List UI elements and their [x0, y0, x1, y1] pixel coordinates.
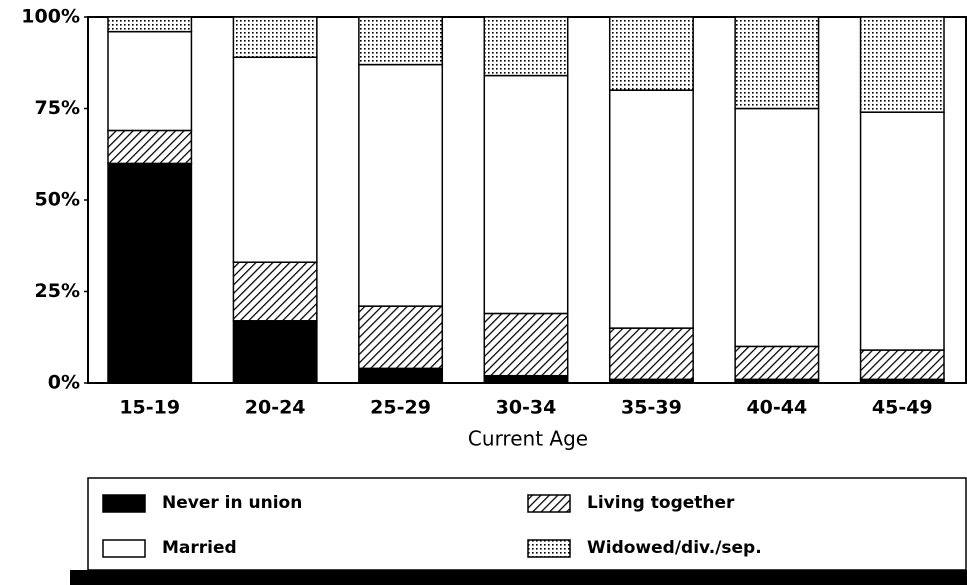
- bar-segment: [358, 367, 444, 384]
- x-tick-label: 40-44: [746, 397, 807, 419]
- bar-segment: [734, 107, 820, 348]
- legend-swatch: [527, 539, 571, 558]
- bar-segment: [232, 320, 318, 384]
- bar-segment: [232, 56, 318, 263]
- bar-segment: [483, 74, 569, 315]
- bar-segment: [608, 89, 694, 329]
- legend-swatch: [102, 494, 146, 513]
- x-tick-label: 20-24: [245, 397, 306, 419]
- legend-label: Living together: [587, 493, 735, 513]
- bar-segment: [734, 16, 820, 110]
- bar-segment: [358, 63, 444, 307]
- bar-segment: [734, 345, 820, 381]
- legend-box: [87, 477, 967, 571]
- x-tick-label: 30-34: [496, 397, 557, 419]
- y-tick-label: 25%: [35, 280, 80, 302]
- legend-swatch: [527, 494, 571, 513]
- bar-segment: [859, 111, 945, 351]
- bar-segment: [232, 261, 318, 322]
- bar-segment: [608, 16, 694, 91]
- legend-swatch: [102, 539, 146, 558]
- legend-label: Married: [162, 538, 237, 558]
- bar-segment: [107, 16, 193, 33]
- y-tick-label: 75%: [35, 97, 80, 119]
- bar-segment: [358, 305, 444, 370]
- bar-segment: [483, 16, 569, 77]
- legend-label: Widowed/div./sep.: [587, 538, 762, 558]
- x-tick-label: 15-19: [119, 397, 180, 419]
- legend-shadow: [70, 570, 967, 585]
- bar-segment: [107, 30, 193, 132]
- x-axis-title: Current Age: [468, 427, 588, 451]
- bar-segment: [608, 327, 694, 381]
- x-tick-label: 25-29: [370, 397, 431, 419]
- bar-segment: [107, 162, 193, 384]
- x-tick-label: 45-49: [872, 397, 933, 419]
- bar-segment: [859, 16, 945, 113]
- bar-segment: [483, 312, 569, 377]
- bar-segment: [483, 374, 569, 384]
- x-tick-label: 35-39: [621, 397, 682, 419]
- bar-segment: [232, 16, 318, 59]
- bar-segment: [859, 349, 945, 381]
- y-tick-label: 50%: [35, 189, 80, 211]
- bar-segment: [358, 16, 444, 66]
- bar-segment: [107, 129, 193, 165]
- legend-label: Never in union: [162, 493, 302, 513]
- y-tick-label: 0%: [48, 372, 80, 394]
- y-tick-label: 100%: [21, 6, 80, 28]
